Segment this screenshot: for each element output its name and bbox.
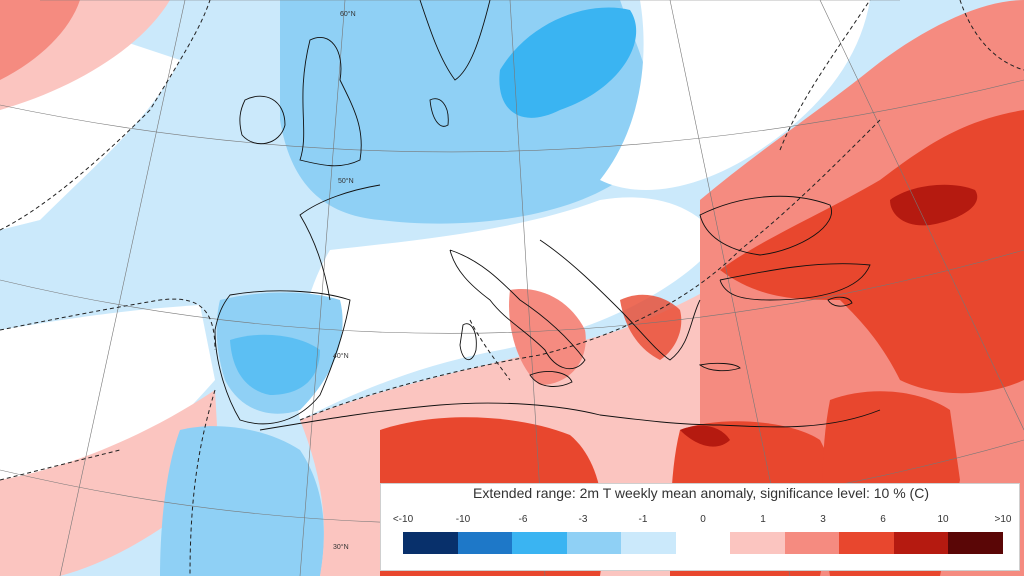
iberia-coast: [214, 290, 351, 425]
warm-anomaly-egypt-core: [680, 425, 730, 447]
italy-coast: [449, 249, 586, 370]
sardinia-coast: [459, 323, 477, 360]
legend-color-segment: [839, 532, 894, 554]
color-legend: Extended range: 2m T weekly mean anomaly…: [380, 483, 1020, 571]
denmark-coast: [429, 98, 449, 127]
scandinavia-coast: [419, 0, 491, 81]
legend-tick-label: 0: [700, 514, 706, 525]
north-africa-coast: [259, 402, 881, 431]
legend-color-bar: [403, 532, 1004, 554]
warm-anomaly-south-italy: [509, 289, 586, 385]
legend-color-segment: [512, 532, 567, 554]
legend-tick-label: 1: [760, 514, 766, 525]
legend-color-segment: [675, 532, 731, 554]
neutral-zone-east: [600, 0, 870, 190]
warm-anomaly-turkey: [720, 110, 1024, 394]
legend-color-segment: [784, 532, 840, 554]
crete-coast: [698, 362, 741, 372]
cyprus-coast: [827, 296, 853, 307]
legend-tick-label: 10: [937, 514, 949, 525]
legend-tick-label: 6: [880, 514, 886, 525]
france-coast: [299, 184, 381, 301]
neutral-zone-southwest: [0, 305, 215, 480]
warm-anomaly-southwest: [0, 390, 220, 576]
legend-tick-label: -3: [578, 514, 588, 525]
legend-tick-label: -10: [455, 514, 471, 525]
warm-anomaly-northwest-core: [0, 0, 80, 80]
latitude-label-40n: 40°N: [333, 352, 349, 360]
warm-anomaly-greece: [620, 294, 682, 360]
ireland-coast: [239, 95, 286, 145]
great-britain-coast: [299, 37, 362, 167]
legend-color-segment: [730, 532, 785, 554]
legend-tick-label: -6: [518, 514, 528, 525]
legend-color-segment: [893, 532, 949, 554]
turkey-coast: [719, 263, 871, 301]
legend-tick-label: >10: [994, 514, 1012, 525]
legend-title: Extended range: 2m T weekly mean anomaly…: [472, 485, 929, 501]
sicily-coast: [529, 371, 573, 387]
coastlines: [214, 0, 881, 431]
cold-anomaly-iberia-core: [230, 334, 320, 395]
latitude-label-60n: 60°N: [340, 10, 356, 18]
legend-tick-label: <-10: [392, 514, 414, 525]
cold-anomaly-poland: [499, 7, 637, 118]
legend-color-segment: [621, 532, 676, 554]
latitude-label-30n: 30°N: [333, 543, 349, 551]
neutral-zone-atlantic: [0, 40, 180, 230]
warm-anomaly-caucasus-core: [890, 184, 978, 226]
latitude-label-50n: 50°N: [338, 177, 354, 185]
legend-color-segment: [457, 532, 513, 554]
cold-anomaly-morocco: [160, 426, 324, 576]
legend-color-segment: [566, 532, 622, 554]
balkans-coast: [539, 239, 701, 361]
legend-tick-label: -1: [638, 514, 648, 525]
legend-tick-label: 3: [820, 514, 826, 525]
neutral-zone-mediterranean: [296, 197, 720, 420]
legend-color-segment: [948, 532, 1004, 554]
black-sea-coast: [699, 195, 832, 256]
legend-color-segment: [403, 532, 458, 554]
